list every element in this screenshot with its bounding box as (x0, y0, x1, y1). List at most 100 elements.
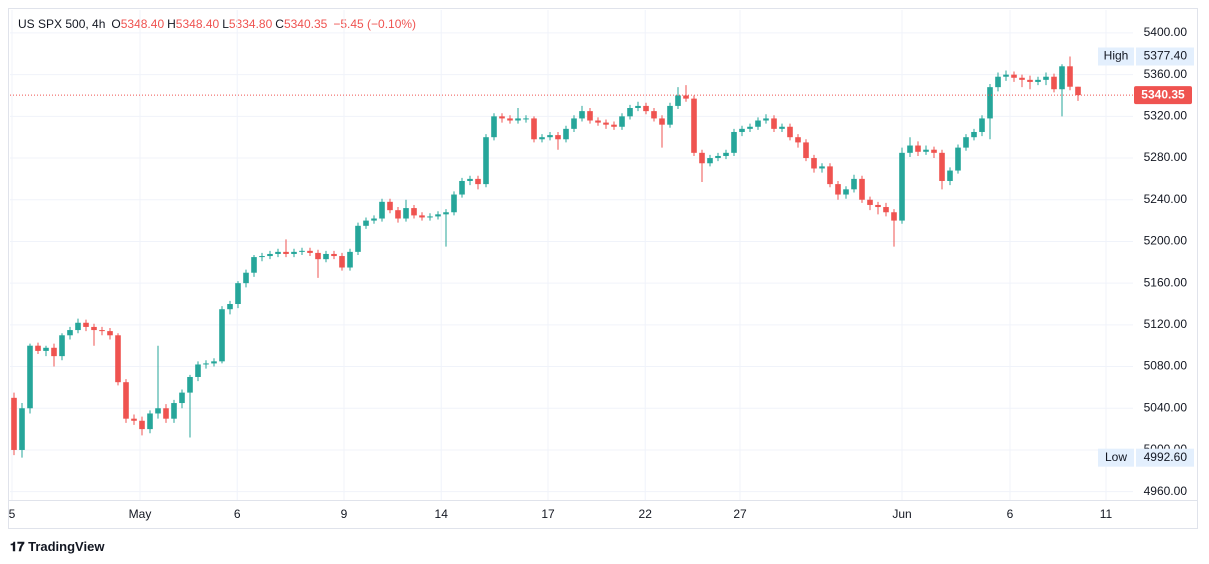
candle-body (155, 408, 161, 414)
candle-body (715, 155, 721, 159)
candle-body (523, 118, 529, 120)
candle-body (827, 166, 833, 185)
ohlc-key: L (222, 17, 229, 31)
candle-body (435, 214, 441, 217)
candle-body (83, 322, 89, 327)
candle-body (123, 382, 129, 419)
candle-body (219, 309, 225, 362)
candle-body (763, 118, 769, 121)
candle-body (27, 345, 33, 409)
high-label: High (1104, 49, 1129, 63)
candle-body (499, 116, 505, 119)
candle-body (563, 128, 569, 140)
candle-body (451, 194, 457, 213)
x-tick-label: 14 (435, 507, 449, 521)
ohlc-value: 5348.40 (120, 17, 165, 31)
candle-body (619, 116, 625, 127)
candle-body (547, 135, 553, 138)
candle-body (579, 111, 585, 119)
candle-body (955, 147, 961, 171)
x-tick-label: 6 (1007, 507, 1014, 521)
low-badge (1098, 448, 1134, 467)
candle-body (131, 418, 137, 421)
candle-body (979, 118, 985, 132)
x-tick-label: 9 (341, 507, 348, 521)
candle-body (1027, 79, 1033, 82)
candle-body (803, 142, 809, 159)
candle-body (611, 124, 617, 127)
candle-body (1043, 76, 1049, 80)
y-tick-label: 5040.00 (1144, 400, 1188, 414)
candle-body (323, 253, 329, 260)
candle-body (843, 189, 849, 195)
x-tick-label: 17 (541, 507, 555, 521)
candle-body (739, 128, 745, 132)
symbol: US SPX 500, 4h (18, 17, 106, 31)
candle-body (283, 251, 289, 254)
candle-body (75, 322, 81, 331)
candle-body (1067, 66, 1073, 87)
candle-body (1035, 79, 1041, 82)
candle-body (939, 152, 945, 181)
candle-body (675, 95, 681, 106)
y-tick-label: 5080.00 (1144, 359, 1188, 373)
candle-body (35, 345, 41, 351)
candle-body (683, 95, 689, 99)
candle-body (459, 180, 465, 195)
candle-body (723, 152, 729, 156)
candle-body (899, 152, 905, 221)
candle-body (1003, 74, 1009, 77)
candle-body (43, 347, 49, 351)
candle-body (115, 335, 121, 383)
candle-body (915, 145, 921, 152)
candle-body (851, 178, 857, 190)
candle-body (1075, 86, 1081, 96)
last-price-badge (1134, 86, 1192, 105)
low-label: Low (1105, 450, 1127, 464)
candle-body (243, 272, 249, 284)
ohlc-value: 5334.80 (228, 17, 273, 31)
candle-body (667, 105, 673, 125)
candle-body (755, 120, 761, 127)
high-badge (1098, 47, 1134, 66)
candle-body (187, 376, 193, 393)
candle-body (555, 135, 561, 140)
candle-body (267, 253, 273, 257)
candle-body (403, 208, 409, 219)
y-tick-label: 5360.00 (1144, 67, 1188, 81)
candle-body (1019, 77, 1025, 80)
x-tick-label: 5 (9, 507, 16, 521)
candle-body (819, 166, 825, 169)
candle-body (835, 184, 841, 195)
candle-body (891, 212, 897, 221)
candle-body (91, 326, 97, 331)
high-value: 5377.40 (1144, 49, 1188, 63)
candle-body (779, 126, 785, 129)
grid (10, 10, 1133, 500)
candle-body (923, 149, 929, 152)
candle-body (659, 118, 665, 125)
candle-body (99, 330, 105, 332)
candle-body (747, 126, 753, 129)
candle-body (963, 137, 969, 148)
candle-body (699, 152, 705, 164)
candle-body (971, 131, 977, 138)
candle-body (67, 330, 73, 336)
y-tick-label: 4960.00 (1144, 484, 1188, 498)
candle-body (603, 122, 609, 125)
candle-body (931, 149, 937, 153)
candle-body (483, 137, 489, 185)
low-value: 4992.60 (1144, 450, 1188, 464)
candle-body (587, 111, 593, 121)
high-value-badge (1136, 47, 1194, 66)
candle-body (147, 413, 153, 430)
candle-body (139, 420, 145, 430)
candle-body (211, 361, 217, 364)
candle-body (259, 256, 265, 258)
brand-text: TradingView (28, 539, 105, 554)
x-tick-label: 22 (639, 507, 653, 521)
last-price-label: 5340.35 (1141, 87, 1185, 101)
y-tick-label: 5400.00 (1144, 25, 1188, 39)
